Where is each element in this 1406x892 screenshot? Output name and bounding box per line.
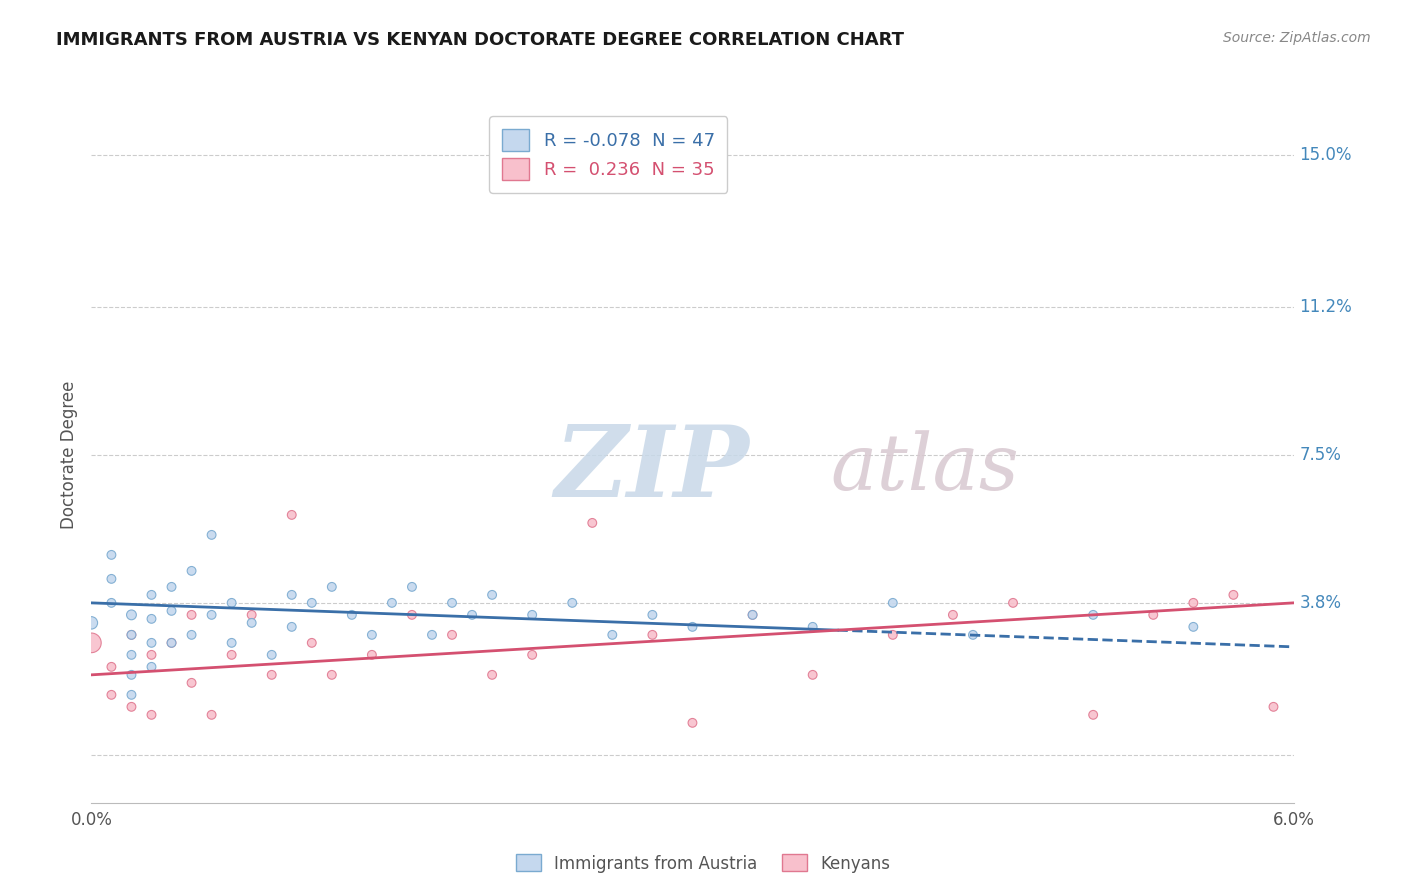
Point — [100, 548, 122, 562]
Point — [481, 588, 503, 602]
Point — [221, 596, 243, 610]
Point — [801, 620, 824, 634]
Point — [641, 607, 664, 622]
Point — [561, 596, 583, 610]
Point — [882, 628, 904, 642]
Point — [201, 607, 224, 622]
Point — [340, 607, 363, 622]
Point — [260, 648, 283, 662]
Point — [681, 715, 703, 730]
Point — [141, 648, 163, 662]
Point — [180, 676, 202, 690]
Legend: Immigrants from Austria, Kenyans: Immigrants from Austria, Kenyans — [509, 847, 897, 880]
Point — [100, 572, 122, 586]
Text: atlas: atlas — [831, 431, 1019, 507]
Text: Source: ZipAtlas.com: Source: ZipAtlas.com — [1223, 31, 1371, 45]
Point — [281, 620, 304, 634]
Point — [201, 707, 224, 722]
Point — [281, 588, 304, 602]
Point — [100, 596, 122, 610]
Point — [1182, 596, 1205, 610]
Point — [681, 620, 703, 634]
Point — [440, 628, 463, 642]
Point — [121, 699, 143, 714]
Y-axis label: Doctorate Degree: Doctorate Degree — [60, 381, 79, 529]
Point — [1263, 699, 1285, 714]
Text: 15.0%: 15.0% — [1299, 146, 1353, 164]
Text: 11.2%: 11.2% — [1299, 298, 1353, 316]
Point — [741, 607, 763, 622]
Point — [121, 607, 143, 622]
Point — [801, 668, 824, 682]
Point — [321, 668, 343, 682]
Point — [121, 628, 143, 642]
Point — [121, 628, 143, 642]
Point — [80, 636, 103, 650]
Point — [121, 648, 143, 662]
Point — [942, 607, 965, 622]
Point — [1083, 707, 1105, 722]
Point — [1142, 607, 1164, 622]
Point — [160, 604, 183, 618]
Point — [281, 508, 304, 522]
Point — [381, 596, 404, 610]
Point — [100, 688, 122, 702]
Point — [360, 628, 382, 642]
Point — [141, 660, 163, 674]
Point — [141, 636, 163, 650]
Point — [180, 628, 202, 642]
Point — [481, 668, 503, 682]
Point — [180, 607, 202, 622]
Point — [401, 607, 423, 622]
Point — [420, 628, 443, 642]
Point — [80, 615, 103, 630]
Point — [301, 636, 323, 650]
Legend: R = -0.078  N = 47, R =  0.236  N = 35: R = -0.078 N = 47, R = 0.236 N = 35 — [489, 116, 727, 193]
Point — [360, 648, 382, 662]
Point — [461, 607, 484, 622]
Point — [1182, 620, 1205, 634]
Point — [221, 648, 243, 662]
Point — [141, 612, 163, 626]
Point — [160, 580, 183, 594]
Point — [141, 588, 163, 602]
Text: 3.8%: 3.8% — [1299, 594, 1341, 612]
Point — [1222, 588, 1244, 602]
Point — [1083, 607, 1105, 622]
Point — [520, 648, 543, 662]
Point — [301, 596, 323, 610]
Point — [520, 607, 543, 622]
Point — [180, 564, 202, 578]
Point — [741, 607, 763, 622]
Point — [641, 628, 664, 642]
Point — [321, 580, 343, 594]
Point — [121, 688, 143, 702]
Point — [160, 636, 183, 650]
Point — [221, 636, 243, 650]
Point — [121, 668, 143, 682]
Point — [440, 596, 463, 610]
Point — [602, 628, 624, 642]
Point — [240, 615, 263, 630]
Point — [201, 528, 224, 542]
Point — [100, 660, 122, 674]
Point — [240, 607, 263, 622]
Point — [160, 636, 183, 650]
Point — [401, 580, 423, 594]
Point — [141, 707, 163, 722]
Point — [962, 628, 984, 642]
Text: IMMIGRANTS FROM AUSTRIA VS KENYAN DOCTORATE DEGREE CORRELATION CHART: IMMIGRANTS FROM AUSTRIA VS KENYAN DOCTOR… — [56, 31, 904, 49]
Point — [1001, 596, 1024, 610]
Point — [260, 668, 283, 682]
Text: 7.5%: 7.5% — [1299, 446, 1341, 464]
Text: ZIP: ZIP — [554, 421, 749, 517]
Point — [581, 516, 603, 530]
Point — [882, 596, 904, 610]
